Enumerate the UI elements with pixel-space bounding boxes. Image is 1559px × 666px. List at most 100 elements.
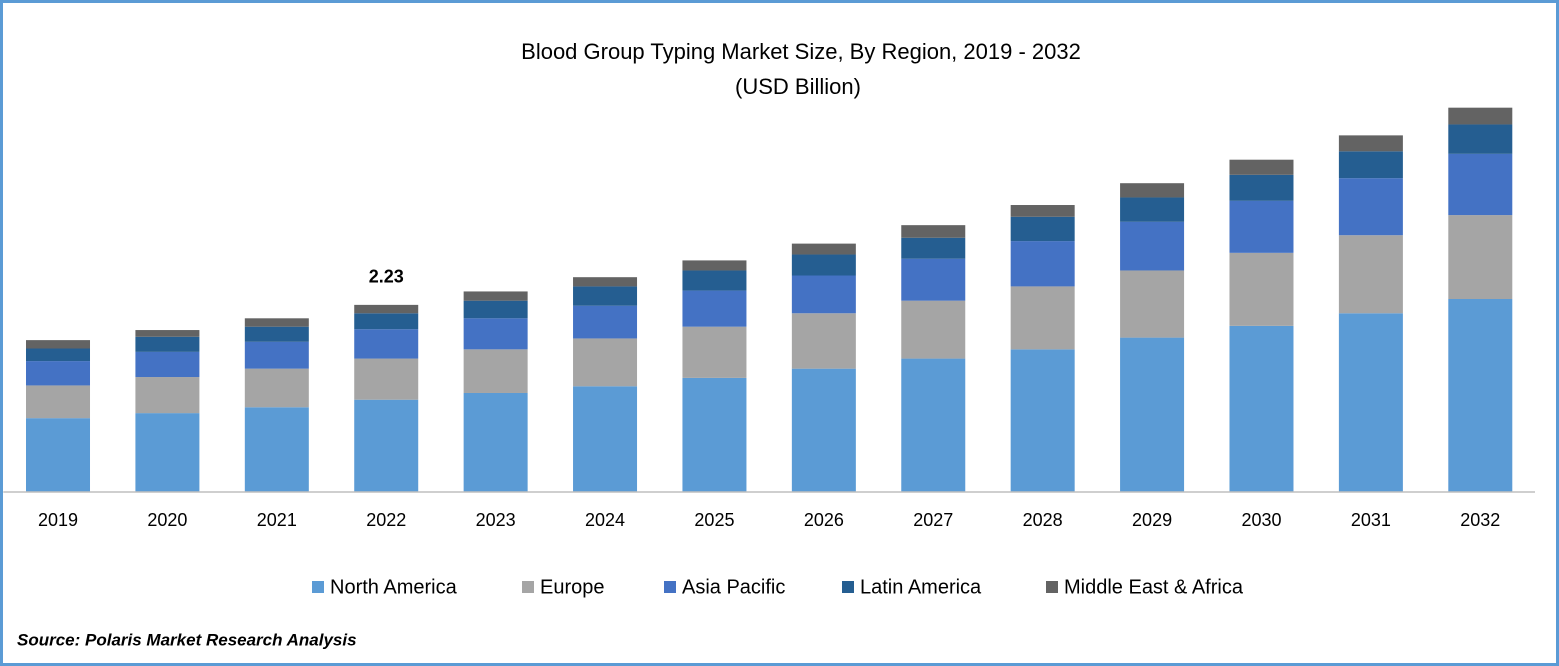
bar-segment — [135, 330, 200, 337]
bar-segment — [26, 418, 91, 492]
legend-swatch — [842, 581, 854, 593]
bar-segment — [1448, 124, 1513, 154]
bar-segment — [682, 260, 747, 271]
x-tick-label: 2024 — [585, 510, 625, 530]
bar-segment — [463, 291, 528, 301]
bar-segment — [1229, 200, 1294, 253]
bar-segment — [1448, 107, 1513, 125]
bar-segment — [1448, 215, 1513, 299]
bar-segment — [1229, 174, 1294, 201]
bar-segment — [1010, 286, 1075, 350]
bar-segment — [791, 254, 856, 276]
bar-segment — [244, 326, 309, 342]
bar-segment — [901, 258, 966, 301]
bar-segment — [135, 413, 200, 492]
bar-segment — [135, 351, 200, 378]
bar-segment — [573, 286, 638, 306]
x-tick-label: 2028 — [1023, 510, 1063, 530]
bar-segment — [791, 243, 856, 255]
bar-segment — [1338, 178, 1403, 236]
x-tick-label: 2022 — [366, 510, 406, 530]
bar-segment — [1120, 183, 1185, 198]
x-tick-label: 2030 — [1241, 510, 1281, 530]
x-tick-label: 2025 — [694, 510, 734, 530]
bar-segment — [1010, 205, 1075, 217]
legend-label: Asia Pacific — [682, 576, 785, 598]
x-tick-label: 2021 — [257, 510, 297, 530]
x-tick-label: 2029 — [1132, 510, 1172, 530]
bar-segment — [1120, 337, 1185, 492]
bar-segment — [682, 290, 747, 327]
bar-segment — [791, 368, 856, 492]
bar-segment — [463, 318, 528, 350]
bar-segment — [1010, 349, 1075, 492]
x-tick-label: 2026 — [804, 510, 844, 530]
bar-segment — [901, 358, 966, 492]
x-tick-label: 2032 — [1460, 510, 1500, 530]
bar-segment — [1448, 153, 1513, 216]
bar-segment — [573, 305, 638, 339]
bar-segment — [26, 361, 91, 386]
bar-segment — [682, 270, 747, 291]
bar-segment — [26, 348, 91, 362]
bar-segment — [244, 318, 309, 327]
bar-segment — [26, 385, 91, 419]
bar-segment — [1338, 135, 1403, 152]
legend-swatch — [312, 581, 324, 593]
bar-segment — [1448, 299, 1513, 492]
bar-segment — [244, 407, 309, 492]
bar-segment — [463, 300, 528, 319]
bar-segment — [573, 277, 638, 287]
legend-label: North America — [330, 576, 458, 598]
bar-segment — [901, 300, 966, 359]
bar-segment — [573, 338, 638, 387]
x-tick-label: 2020 — [147, 510, 187, 530]
x-tick-label: 2023 — [476, 510, 516, 530]
legend-swatch — [522, 581, 534, 593]
bar-segment — [791, 275, 856, 314]
bar-segment — [1229, 159, 1294, 175]
bar-segment — [791, 313, 856, 369]
bar-segment — [244, 368, 309, 408]
bar-segment — [135, 377, 200, 414]
bar-segment — [354, 329, 419, 359]
bar-segment — [573, 386, 638, 492]
x-tick-label: 2027 — [913, 510, 953, 530]
legend-swatch — [664, 581, 676, 593]
bar-segment — [682, 326, 747, 378]
bar-segment — [354, 313, 419, 330]
x-tick-label: 2031 — [1351, 510, 1391, 530]
bar-segment — [1338, 313, 1403, 492]
bar-segment — [1229, 252, 1294, 326]
legend-label: Latin America — [860, 576, 982, 598]
bar-segment — [1010, 241, 1075, 287]
source-note: Source: Polaris Market Research Analysis — [17, 630, 357, 649]
bar-segment — [354, 358, 419, 400]
legend-label: Europe — [540, 576, 605, 598]
bar-segment — [26, 340, 91, 349]
bar-segment — [1120, 221, 1185, 271]
bar-segment — [1010, 216, 1075, 242]
bar-segment — [463, 392, 528, 492]
chart-subtitle: (USD Billion) — [735, 74, 861, 99]
x-tick-label: 2019 — [38, 510, 78, 530]
chart-title: Blood Group Typing Market Size, By Regio… — [521, 39, 1081, 64]
bar-segment — [244, 341, 309, 369]
bar-segment — [1338, 151, 1403, 179]
bar-segment — [1120, 270, 1185, 338]
bar-segment — [354, 399, 419, 492]
bar-segment — [354, 304, 419, 314]
bar-segment — [1338, 235, 1403, 314]
bar-segment — [1120, 197, 1185, 222]
bar-segment — [901, 237, 966, 259]
total-label: 2.23 — [369, 267, 404, 287]
bar-segment — [463, 349, 528, 393]
bar-segment — [682, 377, 747, 492]
bar-segment — [1229, 325, 1294, 492]
bar-segment — [135, 336, 200, 352]
bar-segment — [901, 225, 966, 238]
legend-swatch — [1046, 581, 1058, 593]
